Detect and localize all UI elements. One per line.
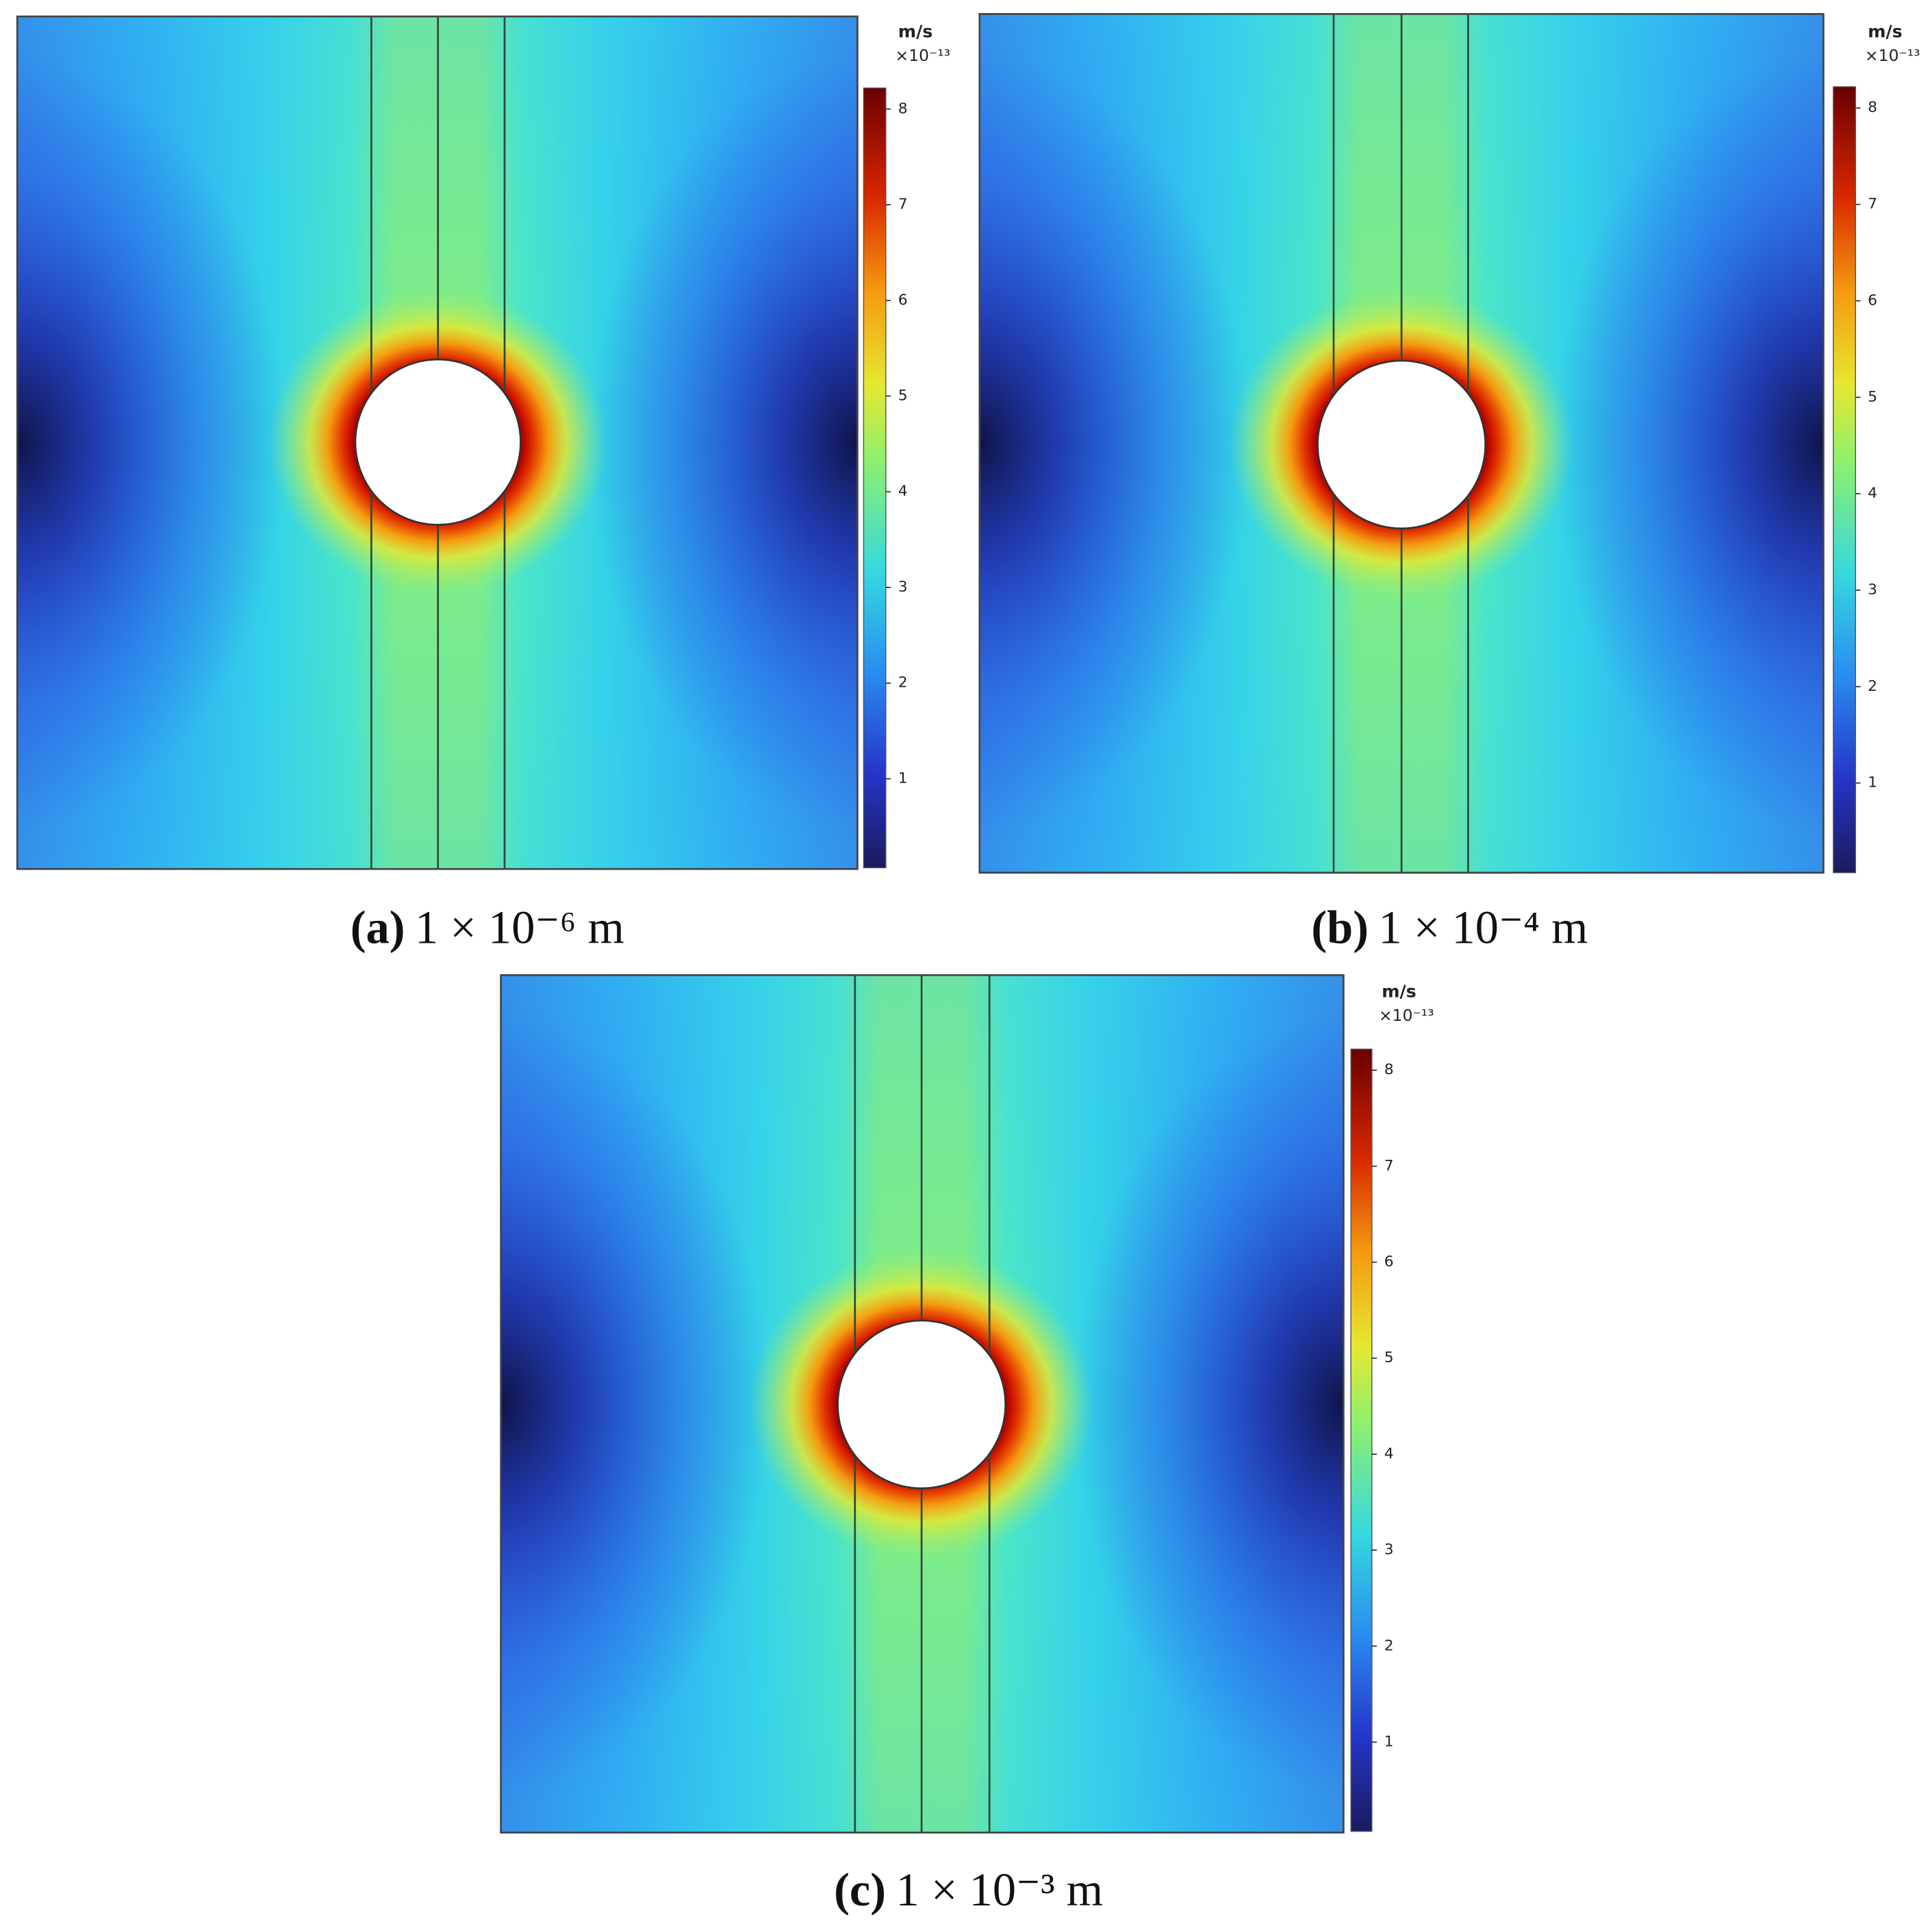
colorbar-tick-label: 5 (898, 388, 908, 405)
colorbar (1833, 86, 1856, 874)
low-zone (979, 57, 1250, 830)
colorbar-unit: m/s (898, 22, 933, 42)
caption-label: (c) (834, 1864, 886, 1916)
colorbar (1350, 1048, 1373, 1832)
colorbar-tick-label: 1 (1868, 774, 1877, 791)
frame (16, 15, 859, 870)
caption-text: 1 × 10⁻³ m (896, 1864, 1104, 1916)
colorbar-tick-label: 4 (898, 483, 908, 500)
colorbar-tick-label: 5 (1868, 388, 1877, 405)
colorbar-tick-label: 3 (1868, 581, 1877, 598)
colorbar-unit: m/s (1868, 22, 1902, 42)
low-zone (500, 1018, 771, 1790)
colorbar-unit: m/s (1382, 982, 1416, 1002)
frame (978, 13, 1825, 874)
colorbar-tick-label: 1 (1384, 1733, 1394, 1750)
hole (354, 358, 522, 526)
colorbar-tick-label: 4 (1868, 485, 1877, 502)
colorbar (863, 87, 887, 869)
colorbar-scale: ×10⁻¹³ (1379, 1006, 1434, 1025)
colorbar-tick-label: 7 (1384, 1157, 1394, 1174)
colorbar-tick-label: 2 (898, 674, 908, 692)
caption-text: 1 × 10⁻⁴ m (1378, 901, 1588, 953)
colorbar-tick-label: 6 (898, 292, 908, 309)
colorbar-tick-label: 8 (1384, 1061, 1394, 1078)
hole (1317, 359, 1487, 530)
colorbar-tick-label: 8 (898, 100, 908, 117)
low-zone (17, 59, 286, 826)
colorbar-tick-label: 4 (1384, 1445, 1394, 1462)
caption-text: 1 × 10⁻⁶ m (415, 901, 624, 953)
colorbar-tick-label: 5 (1384, 1349, 1394, 1367)
colorbar-tick-label: 6 (1384, 1254, 1394, 1271)
caption: (b) 1 × 10⁻⁴ m (1311, 901, 1588, 953)
colorbar-tick-label: 7 (1868, 196, 1877, 213)
low-zone (1073, 1018, 1344, 1790)
caption-label: (a) (351, 901, 405, 953)
colorbar-tick-label: 8 (1868, 99, 1877, 116)
colorbar-scale: ×10⁻¹³ (895, 46, 951, 65)
caption-label: (b) (1311, 901, 1369, 953)
frame (500, 974, 1345, 1834)
colorbar-tick-label: 1 (898, 770, 908, 787)
colorbar-tick-label: 6 (1868, 292, 1877, 309)
colorbar-tick-label: 3 (1384, 1541, 1394, 1558)
caption: (c) 1 × 10⁻³ m (834, 1864, 1103, 1916)
hole (837, 1319, 1007, 1490)
colorbar-tick-label: 3 (898, 579, 908, 596)
low-zone (588, 59, 858, 826)
colorbar-scale: ×10⁻¹³ (1865, 46, 1920, 65)
colorbar-tick-label: 2 (1384, 1637, 1394, 1654)
colorbar-tick-label: 7 (898, 196, 908, 213)
low-zone (1553, 57, 1824, 830)
colorbar-tick-label: 2 (1868, 678, 1877, 695)
caption: (a) 1 × 10⁻⁶ m (351, 901, 624, 953)
